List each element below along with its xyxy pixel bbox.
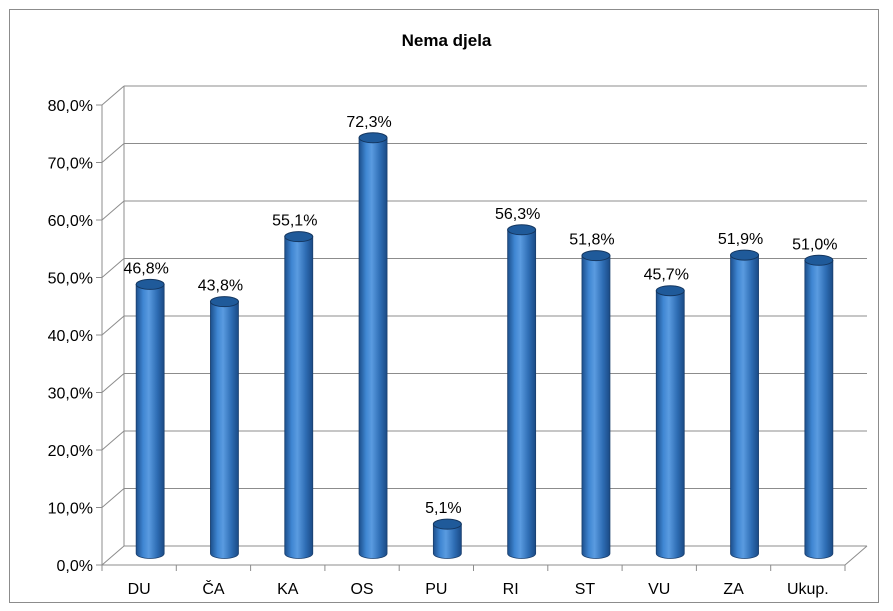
y-tick-label: 10,0% — [48, 501, 93, 518]
gridline-side — [101, 200, 125, 221]
bar — [804, 254, 834, 559]
x-tick-label: ZA — [723, 581, 744, 598]
x-tick-label: KA — [277, 581, 299, 598]
bar-body — [210, 301, 239, 559]
bar-top — [432, 518, 462, 530]
gridline-side — [101, 488, 125, 508]
data-label: 51,8% — [569, 232, 614, 249]
bar-body — [581, 255, 611, 559]
bar — [581, 250, 611, 559]
x-tick-label: PU — [425, 581, 447, 598]
y-tick-label: 60,0% — [48, 213, 93, 230]
bar — [655, 285, 685, 559]
x-tick-label: ČA — [202, 579, 225, 598]
data-label: 45,7% — [644, 267, 689, 284]
bar — [358, 132, 388, 559]
bar — [507, 224, 537, 559]
bar-top — [581, 250, 611, 262]
gridline-side — [101, 373, 125, 393]
bar-body — [507, 229, 537, 559]
bar-top — [655, 285, 685, 297]
gridline-side — [101, 258, 125, 278]
y-tick-label: 30,0% — [48, 386, 93, 403]
data-label: 72,3% — [346, 114, 391, 131]
gridline-side — [101, 85, 125, 106]
bar-body — [730, 254, 759, 559]
data-label: 51,0% — [792, 236, 837, 253]
data-label: 56,3% — [495, 206, 540, 223]
bar-top — [804, 254, 834, 266]
bar — [209, 296, 239, 559]
x-tick-label: OS — [350, 581, 373, 598]
bar-top — [358, 132, 388, 144]
bar-body — [655, 290, 685, 559]
bar — [432, 518, 462, 559]
x-tick-label: Ukup. — [787, 581, 829, 598]
gridline-side — [101, 545, 125, 566]
bar — [730, 249, 760, 559]
y-tick-label: 20,0% — [48, 443, 93, 460]
bar-body — [135, 284, 165, 559]
gridline-side — [101, 315, 125, 336]
data-label: 46,8% — [123, 260, 168, 277]
x-tick-label: RI — [503, 581, 519, 598]
gridline-side — [101, 430, 125, 451]
data-label: 51,9% — [718, 231, 763, 248]
y-tick-label: 0,0% — [57, 558, 93, 575]
y-tick-label: 70,0% — [48, 156, 93, 173]
y-tick-label: 80,0% — [48, 98, 93, 115]
chart-title: Nema djela — [401, 31, 492, 50]
bar-top — [209, 296, 239, 308]
bar-body — [804, 259, 834, 559]
x-tick-label: DU — [128, 581, 151, 598]
gridline-side — [101, 143, 125, 163]
data-label: 43,8% — [198, 278, 243, 295]
y-tick-label: 50,0% — [48, 271, 93, 288]
bar-body — [432, 523, 462, 559]
data-label: 55,1% — [272, 213, 317, 230]
bar-top — [284, 231, 314, 243]
bar-body — [358, 137, 388, 559]
data-label: 5,1% — [425, 500, 461, 517]
bar-top — [135, 278, 165, 290]
x-tick-label: VU — [648, 581, 670, 598]
y-tick-label: 40,0% — [48, 328, 93, 345]
bar-body — [284, 236, 314, 559]
bar — [284, 231, 314, 559]
bar — [135, 278, 165, 559]
floor-right-edge — [844, 545, 868, 566]
bar-top — [730, 249, 760, 261]
bar-top — [507, 224, 537, 236]
x-tick-label: ST — [575, 581, 596, 598]
